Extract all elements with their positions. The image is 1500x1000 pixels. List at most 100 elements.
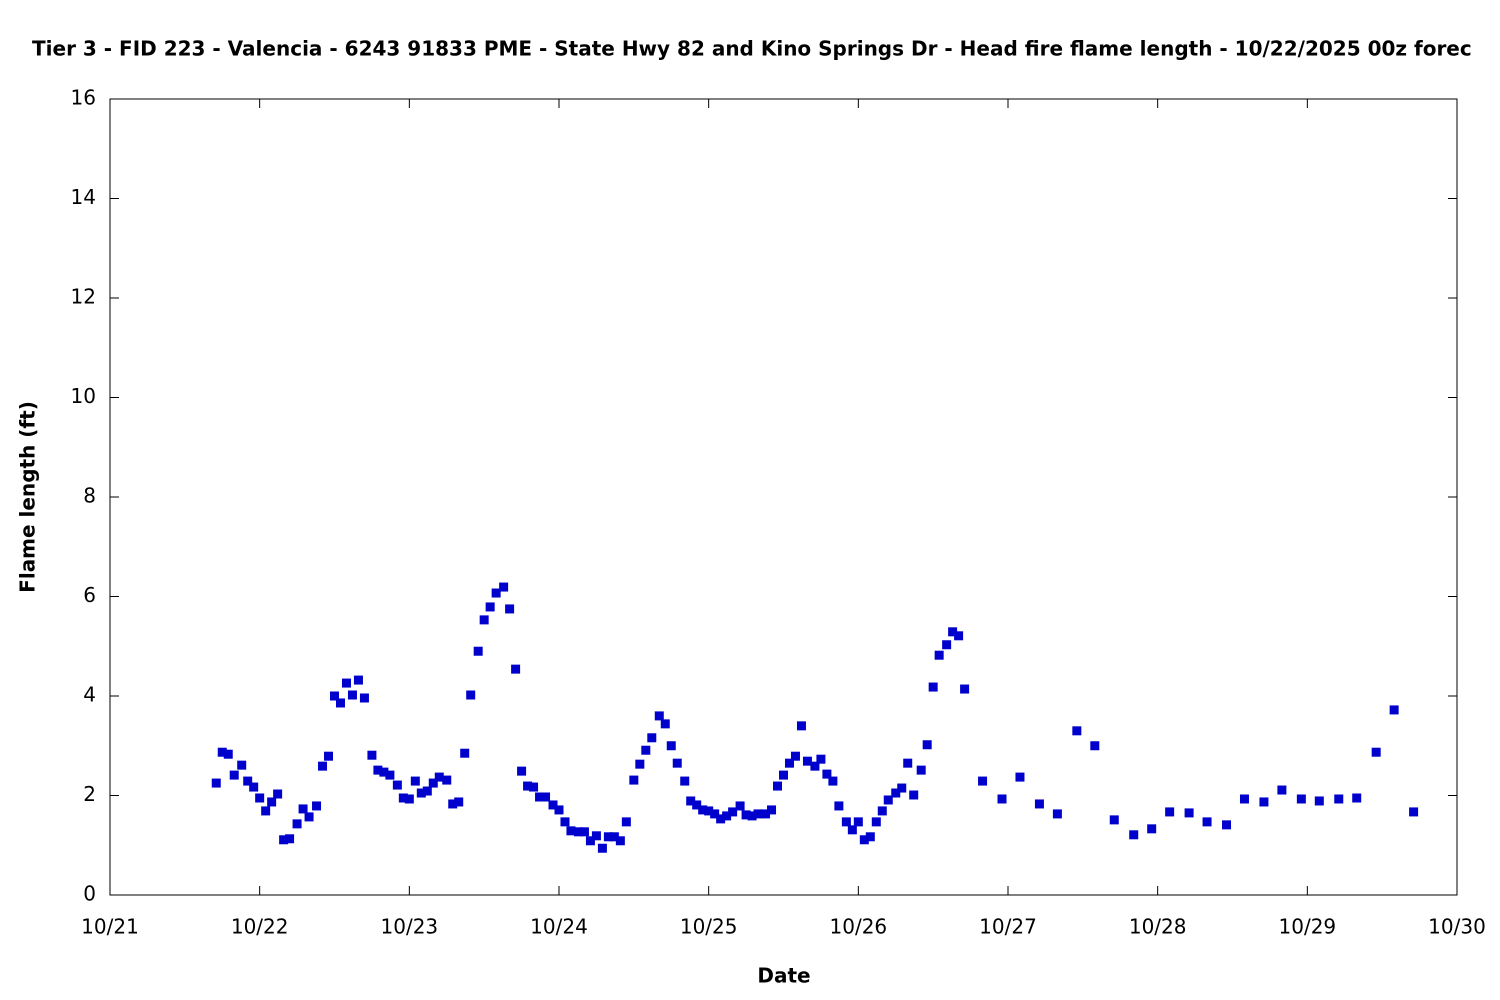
point bbox=[909, 790, 919, 800]
point bbox=[597, 843, 607, 853]
point bbox=[211, 778, 221, 788]
y-tick-label: 16 bbox=[71, 86, 96, 110]
point bbox=[1314, 796, 1324, 806]
point bbox=[392, 780, 402, 790]
point bbox=[261, 806, 271, 816]
point bbox=[1034, 799, 1044, 809]
y-tick-label: 6 bbox=[83, 583, 96, 607]
point bbox=[922, 740, 932, 750]
point bbox=[566, 826, 576, 836]
point bbox=[1277, 785, 1287, 795]
point bbox=[822, 769, 832, 779]
point bbox=[883, 795, 893, 805]
point bbox=[460, 748, 470, 758]
point bbox=[1389, 705, 1399, 715]
point bbox=[1109, 815, 1119, 825]
point bbox=[865, 832, 875, 842]
point bbox=[704, 806, 714, 816]
point bbox=[1184, 808, 1194, 818]
point bbox=[1202, 817, 1212, 827]
point bbox=[641, 745, 651, 755]
x-tick-label: 10/23 bbox=[381, 915, 439, 939]
point bbox=[853, 817, 863, 827]
point bbox=[603, 832, 613, 842]
point bbox=[666, 741, 676, 751]
point bbox=[529, 782, 539, 792]
y-tick-label: 2 bbox=[83, 782, 96, 806]
point bbox=[318, 761, 328, 771]
point bbox=[517, 766, 527, 776]
y-axis-label: Flame length (ft) bbox=[16, 401, 40, 593]
point bbox=[1334, 794, 1344, 804]
point bbox=[422, 786, 432, 796]
point bbox=[491, 588, 501, 598]
point bbox=[237, 760, 247, 770]
point bbox=[466, 690, 476, 700]
point bbox=[942, 640, 952, 650]
point bbox=[398, 793, 408, 803]
point bbox=[1052, 809, 1062, 819]
x-tick-label: 10/22 bbox=[231, 915, 289, 939]
point bbox=[686, 796, 696, 806]
point bbox=[877, 806, 887, 816]
point bbox=[629, 775, 639, 785]
point bbox=[1352, 793, 1362, 803]
point bbox=[1296, 794, 1306, 804]
point bbox=[448, 799, 458, 809]
point bbox=[954, 631, 964, 641]
point bbox=[535, 792, 545, 802]
point bbox=[741, 810, 751, 820]
point bbox=[916, 765, 926, 775]
point bbox=[255, 793, 265, 803]
point bbox=[523, 781, 533, 791]
point bbox=[585, 836, 595, 846]
point bbox=[654, 711, 664, 721]
point bbox=[1371, 747, 1381, 757]
point bbox=[753, 809, 763, 819]
y-tick-label: 8 bbox=[83, 484, 96, 508]
point bbox=[511, 664, 521, 674]
point bbox=[790, 751, 800, 761]
point bbox=[779, 770, 788, 780]
point bbox=[978, 776, 988, 786]
point bbox=[735, 801, 745, 811]
point bbox=[273, 789, 283, 799]
point bbox=[442, 775, 452, 785]
point bbox=[903, 758, 913, 768]
point bbox=[761, 809, 771, 819]
point bbox=[367, 750, 377, 760]
point bbox=[573, 827, 583, 837]
point bbox=[816, 754, 826, 764]
point bbox=[692, 800, 702, 810]
point bbox=[1015, 772, 1025, 782]
point bbox=[647, 733, 657, 743]
point bbox=[841, 817, 851, 827]
point bbox=[353, 675, 363, 685]
point bbox=[279, 835, 289, 845]
x-tick-label: 10/24 bbox=[530, 915, 588, 939]
point bbox=[698, 805, 708, 815]
point bbox=[928, 682, 938, 692]
x-tick-label: 10/28 bbox=[1129, 915, 1187, 939]
point bbox=[285, 834, 295, 844]
point bbox=[621, 817, 631, 827]
point bbox=[554, 805, 564, 815]
point bbox=[773, 781, 783, 791]
point bbox=[505, 604, 515, 614]
point bbox=[859, 835, 869, 845]
point bbox=[473, 646, 483, 656]
y-tick-label: 0 bbox=[83, 882, 96, 906]
point bbox=[324, 751, 334, 761]
point bbox=[609, 832, 619, 842]
point bbox=[847, 825, 857, 835]
point bbox=[579, 827, 589, 837]
point bbox=[434, 772, 444, 782]
point bbox=[934, 650, 944, 660]
point bbox=[330, 691, 339, 701]
point bbox=[802, 756, 812, 766]
point bbox=[680, 776, 690, 786]
point bbox=[410, 776, 420, 786]
point bbox=[404, 794, 414, 804]
point bbox=[897, 783, 907, 793]
